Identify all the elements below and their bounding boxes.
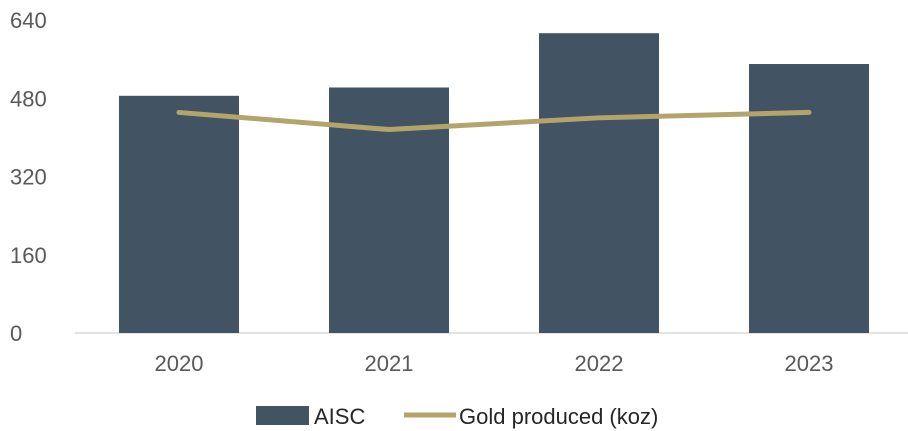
x-axis-ticks: 2020 2021 2022 2023 bbox=[155, 351, 834, 376]
y-tick-label: 640 bbox=[10, 8, 47, 33]
legend: AISC Gold produced (koz) bbox=[256, 404, 658, 429]
x-tick-label: 2023 bbox=[785, 351, 834, 376]
y-tick-label: 160 bbox=[10, 243, 47, 268]
y-tick-label: 320 bbox=[10, 165, 47, 190]
bar-aisc-2020 bbox=[119, 95, 239, 333]
legend-swatch-aisc bbox=[256, 406, 309, 425]
legend-label-gold-produced: Gold produced (koz) bbox=[459, 404, 658, 429]
bar-aisc-2022 bbox=[539, 33, 659, 334]
y-tick-label: 480 bbox=[10, 86, 47, 111]
y-axis-ticks: 0 160 320 480 640 bbox=[10, 8, 47, 346]
line-series-gold-produced bbox=[176, 109, 812, 133]
bar-series-aisc bbox=[119, 33, 869, 334]
bar-aisc-2023 bbox=[749, 64, 869, 333]
legend-label-aisc: AISC bbox=[314, 404, 365, 429]
y-tick-label: 0 bbox=[10, 321, 22, 346]
x-tick-label: 2021 bbox=[365, 351, 414, 376]
x-tick-label: 2020 bbox=[155, 351, 204, 376]
x-tick-label: 2022 bbox=[575, 351, 624, 376]
